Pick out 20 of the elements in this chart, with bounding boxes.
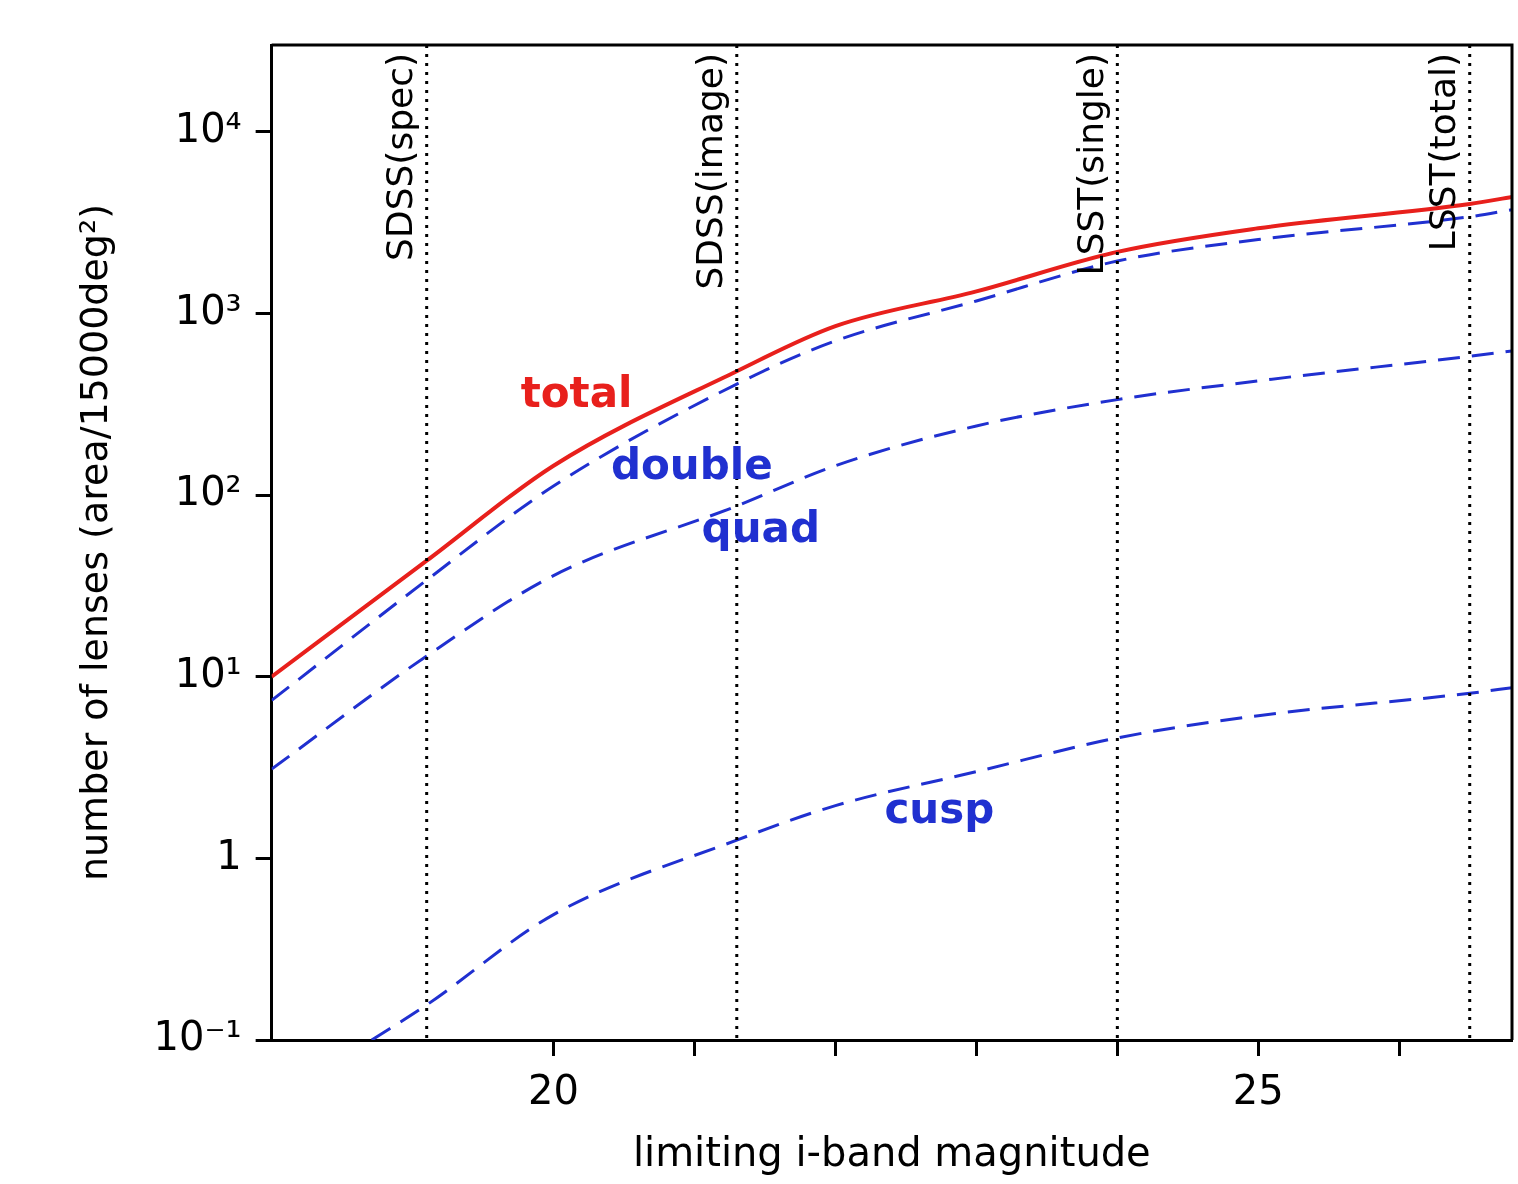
series-label: cusp: [884, 783, 995, 833]
x-tick-label: 25: [1232, 1067, 1284, 1114]
y-axis-title: number of lenses (area/15000deg²): [71, 203, 116, 882]
y-tick-label: 10¹: [174, 650, 242, 697]
line-series: [271, 349, 1512, 771]
series-label: double: [610, 439, 773, 489]
y-tick-label: 10⁴: [174, 105, 242, 152]
y-tick-label: 10⁻¹: [153, 1013, 242, 1060]
ref-line-label: SDSS(spec): [379, 53, 421, 261]
series-label: quad: [701, 502, 820, 552]
line-series: [370, 686, 1512, 1040]
ref-line-label: LSST(single): [1069, 53, 1111, 276]
ref-line-label: SDSS(image): [689, 53, 731, 290]
series-label: total: [520, 367, 633, 417]
y-tick-label: 10³: [174, 286, 242, 333]
x-tick-label: 20: [528, 1067, 579, 1114]
ref-line-label: LSST(total): [1422, 53, 1464, 252]
y-tick-label: 1: [216, 831, 242, 878]
x-axis-title: limiting i-band magnitude: [632, 1129, 1151, 1176]
y-tick-label: 10²: [174, 468, 242, 515]
